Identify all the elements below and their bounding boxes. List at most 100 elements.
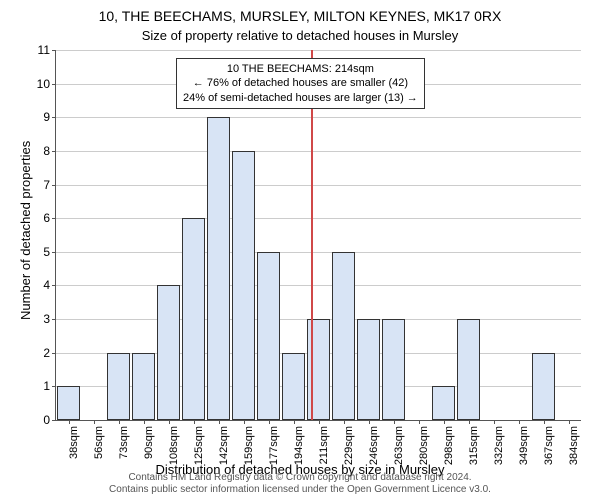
- xtick-mark: [219, 420, 220, 424]
- gridline: [56, 151, 581, 152]
- chart-container: 10, THE BEECHAMS, MURSLEY, MILTON KEYNES…: [0, 0, 600, 500]
- xtick-label: 332sqm: [493, 426, 505, 466]
- xtick-mark: [519, 420, 520, 424]
- ytick-label: 9: [5, 110, 50, 124]
- xtick-label: 298sqm: [443, 426, 455, 466]
- annotation-box: 10 THE BEECHAMS: 214sqm← 76% of detached…: [176, 58, 425, 109]
- ytick-mark: [52, 50, 56, 51]
- xtick-label: 263sqm: [393, 426, 405, 466]
- xtick-label: 38sqm: [68, 426, 80, 466]
- xtick-mark: [144, 420, 145, 424]
- histogram-bar: [57, 386, 80, 420]
- y-axis-label: Number of detached properties: [18, 141, 33, 320]
- xtick-mark: [294, 420, 295, 424]
- ytick-label: 1: [5, 379, 50, 393]
- xtick-mark: [169, 420, 170, 424]
- annotation-line: ← 76% of detached houses are smaller (42…: [183, 76, 418, 90]
- ytick-mark: [52, 252, 56, 253]
- histogram-bar: [182, 218, 205, 420]
- xtick-label: 349sqm: [518, 426, 530, 466]
- ytick-label: 0: [5, 413, 50, 427]
- gridline: [56, 285, 581, 286]
- xtick-label: 229sqm: [343, 426, 355, 466]
- xtick-mark: [319, 420, 320, 424]
- xtick-label: 56sqm: [93, 426, 105, 466]
- gridline: [56, 50, 581, 51]
- ytick-mark: [52, 218, 56, 219]
- gridline: [56, 252, 581, 253]
- ytick-mark: [52, 84, 56, 85]
- xtick-label: 384sqm: [568, 426, 580, 466]
- footer-line2: Contains public sector information licen…: [0, 484, 600, 496]
- xtick-label: 194sqm: [293, 426, 305, 466]
- gridline: [56, 218, 581, 219]
- xtick-mark: [544, 420, 545, 424]
- xtick-mark: [394, 420, 395, 424]
- xtick-label: 246sqm: [368, 426, 380, 466]
- histogram-bar: [532, 353, 555, 420]
- ytick-mark: [52, 353, 56, 354]
- chart-title-address: 10, THE BEECHAMS, MURSLEY, MILTON KEYNES…: [0, 8, 600, 24]
- annotation-line: 10 THE BEECHAMS: 214sqm: [183, 62, 418, 76]
- gridline: [56, 117, 581, 118]
- xtick-label: 125sqm: [193, 426, 205, 466]
- footer-line1: Contains HM Land Registry data © Crown c…: [0, 472, 600, 484]
- ytick-label: 6: [5, 211, 50, 225]
- xtick-mark: [569, 420, 570, 424]
- histogram-bar: [132, 353, 155, 420]
- xtick-label: 211sqm: [318, 426, 330, 466]
- histogram-bar: [232, 151, 255, 420]
- xtick-label: 367sqm: [543, 426, 555, 466]
- xtick-label: 90sqm: [143, 426, 155, 466]
- ytick-mark: [52, 117, 56, 118]
- ytick-mark: [52, 151, 56, 152]
- xtick-mark: [119, 420, 120, 424]
- ytick-label: 10: [5, 77, 50, 91]
- histogram-bar: [157, 285, 180, 420]
- histogram-bar: [382, 319, 405, 420]
- histogram-bar: [257, 252, 280, 420]
- plot-area: 10 THE BEECHAMS: 214sqm← 76% of detached…: [55, 50, 581, 421]
- histogram-bar: [332, 252, 355, 420]
- histogram-bar: [432, 386, 455, 420]
- ytick-mark: [52, 319, 56, 320]
- xtick-mark: [344, 420, 345, 424]
- ytick-mark: [52, 185, 56, 186]
- xtick-mark: [194, 420, 195, 424]
- xtick-label: 315sqm: [468, 426, 480, 466]
- histogram-bar: [207, 117, 230, 420]
- ytick-label: 2: [5, 346, 50, 360]
- ytick-mark: [52, 285, 56, 286]
- annotation-line: 24% of semi-detached houses are larger (…: [183, 91, 418, 105]
- histogram-bar: [282, 353, 305, 420]
- xtick-mark: [244, 420, 245, 424]
- histogram-bar: [357, 319, 380, 420]
- ytick-label: 11: [5, 43, 50, 57]
- xtick-label: 73sqm: [118, 426, 130, 466]
- ytick-label: 4: [5, 278, 50, 292]
- xtick-mark: [419, 420, 420, 424]
- ytick-label: 5: [5, 245, 50, 259]
- xtick-label: 142sqm: [218, 426, 230, 466]
- histogram-bar: [107, 353, 130, 420]
- chart-footer: Contains HM Land Registry data © Crown c…: [0, 472, 600, 496]
- xtick-label: 108sqm: [168, 426, 180, 466]
- xtick-mark: [94, 420, 95, 424]
- xtick-mark: [469, 420, 470, 424]
- ytick-mark: [52, 420, 56, 421]
- ytick-label: 3: [5, 312, 50, 326]
- chart-title-description: Size of property relative to detached ho…: [0, 28, 600, 43]
- ytick-label: 8: [5, 144, 50, 158]
- ytick-mark: [52, 386, 56, 387]
- ytick-label: 7: [5, 178, 50, 192]
- xtick-mark: [69, 420, 70, 424]
- gridline: [56, 185, 581, 186]
- xtick-mark: [269, 420, 270, 424]
- xtick-label: 177sqm: [268, 426, 280, 466]
- xtick-label: 159sqm: [243, 426, 255, 466]
- xtick-mark: [369, 420, 370, 424]
- xtick-mark: [444, 420, 445, 424]
- xtick-mark: [494, 420, 495, 424]
- xtick-label: 280sqm: [418, 426, 430, 466]
- histogram-bar: [457, 319, 480, 420]
